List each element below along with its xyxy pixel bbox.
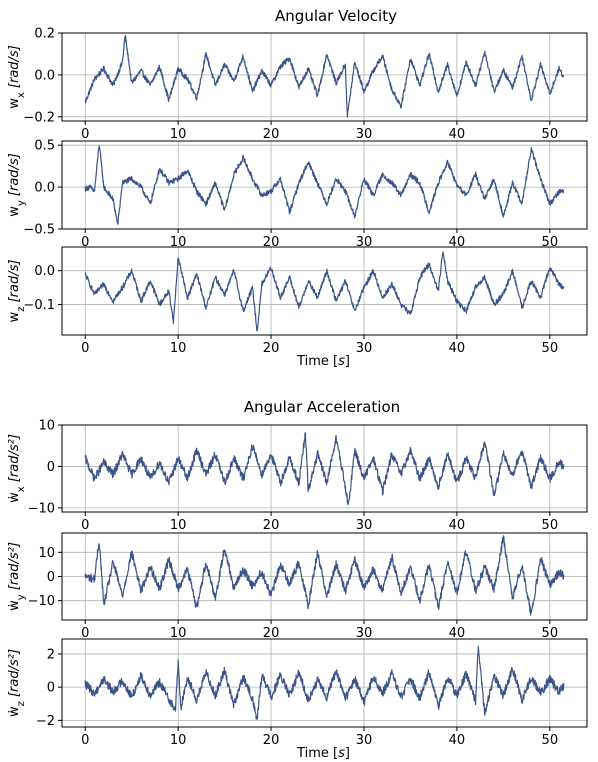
y-tick-label: −0.2 <box>23 110 55 125</box>
series-line <box>84 145 565 225</box>
series-line <box>84 535 565 616</box>
subplot-3: 0 10 20 30 40 50 −0.1 0.0 wz [rad/s] Time [s] <box>7 246 588 369</box>
x-axis-label: Time [s] <box>296 746 350 761</box>
y-tick-label: −0.1 <box>23 298 55 313</box>
y-axis-label: wx [rad/s] <box>7 45 27 109</box>
x-tick-label: 40 <box>449 235 466 250</box>
y-tick-label: −0.5 <box>23 223 55 238</box>
subplot-5: 0 10 20 30 40 50 −10 0 10 ẇy [rad/s²] <box>7 532 588 641</box>
y-axis-label: ẇx [rad/s²] <box>7 434 27 503</box>
y-tick-label: −10 <box>28 501 55 516</box>
y-axis-label: wz [rad/s] <box>7 260 27 323</box>
y-tick-label: −10 <box>28 594 55 609</box>
x-tick-label: 0 <box>81 235 89 250</box>
plot-frame <box>61 246 588 336</box>
plot-frame <box>61 638 588 728</box>
y-tick-label: 0 <box>47 681 55 696</box>
y-tick-label: 0 <box>47 570 55 585</box>
subplot-panels: 0 10 20 30 40 50−0.20.00.2wx [rad/s]0 10 20 30 40… <box>7 27 588 761</box>
y-tick-label: 2 <box>47 647 55 662</box>
plot-frame <box>61 424 588 513</box>
x-axis-label: Time [s] <box>296 354 350 369</box>
subplot-6: 0 10 20 30 40 50 −2 0 2 ẇz [rad/s²] Time [s] <box>7 638 588 761</box>
y-tick-label: 0.0 <box>34 68 55 83</box>
x-tick-label: 50 <box>542 733 559 748</box>
subplot-2: 0 10 20 30 40 50 −0.5 0.0 0.5 wy [rad/s] <box>7 139 588 250</box>
x-tick-label: 20 <box>263 235 280 250</box>
plot-frame <box>61 140 588 230</box>
x-tick-label: 10 <box>170 733 187 748</box>
x-tick-label: 0 <box>81 127 89 142</box>
x-tick-label: 30 <box>356 626 373 641</box>
y-tick-label: 0.0 <box>34 264 55 279</box>
x-tick-label: 30 <box>356 518 373 533</box>
y-tick-label: 10 <box>38 419 55 434</box>
x-tick-label: 10 <box>170 626 187 641</box>
chart-title-angular-velocity: Angular Velocity <box>275 7 397 25</box>
x-tick-label: 10 <box>170 341 187 356</box>
y-tick-label: −2 <box>36 714 55 729</box>
y-tick-label: 0 <box>47 460 55 475</box>
x-tick-label: 20 <box>263 626 280 641</box>
series-line <box>84 432 565 506</box>
plot-frame <box>61 32 588 122</box>
x-tick-label: 30 <box>356 733 373 748</box>
x-tick-label: 0 <box>81 733 89 748</box>
subplot-1: 0 10 20 30 40 50 −0.2 0.0 0.2 wx [rad/s] <box>7 27 588 142</box>
x-tick-label: 40 <box>449 518 466 533</box>
y-axis-label: ẇy [rad/s²] <box>7 542 27 611</box>
x-tick-label: 20 <box>263 127 280 142</box>
x-tick-label: 40 <box>449 626 466 641</box>
x-tick-label: 20 <box>263 733 280 748</box>
y-axis-label: wy [rad/s] <box>7 153 27 217</box>
x-tick-label: 0 <box>81 626 89 641</box>
x-tick-label: 30 <box>356 341 373 356</box>
y-tick-label: 0.5 <box>34 139 55 154</box>
x-tick-label: 20 <box>263 518 280 533</box>
x-tick-label: 10 <box>170 518 187 533</box>
y-tick-label: 0.0 <box>34 181 55 196</box>
x-tick-label: 50 <box>542 127 559 142</box>
x-tick-label: 50 <box>542 341 559 356</box>
x-tick-label: 10 <box>170 235 187 250</box>
x-tick-label: 40 <box>449 127 466 142</box>
y-axis-label: ẇz [rad/s²] <box>7 649 27 717</box>
x-tick-label: 0 <box>81 518 89 533</box>
x-tick-label: 30 <box>356 127 373 142</box>
series-line <box>84 35 565 118</box>
x-tick-label: 50 <box>542 518 559 533</box>
y-tick-label: 0.2 <box>34 27 55 42</box>
x-tick-label: 20 <box>263 341 280 356</box>
x-tick-label: 50 <box>542 235 559 250</box>
x-tick-label: 50 <box>542 626 559 641</box>
x-tick-label: 0 <box>81 341 89 356</box>
x-tick-label: 40 <box>449 341 466 356</box>
x-tick-label: 10 <box>170 127 187 142</box>
subplot-4: 0 10 20 30 40 50 −10 0 10 ẇx [rad/s²] <box>7 419 588 533</box>
chart-title-angular-acceleration: Angular Acceleration <box>244 398 400 416</box>
series-line <box>84 251 565 332</box>
y-tick-label: 10 <box>38 546 55 561</box>
series-line <box>84 645 565 720</box>
x-tick-label: 40 <box>449 733 466 748</box>
x-tick-label: 30 <box>356 235 373 250</box>
